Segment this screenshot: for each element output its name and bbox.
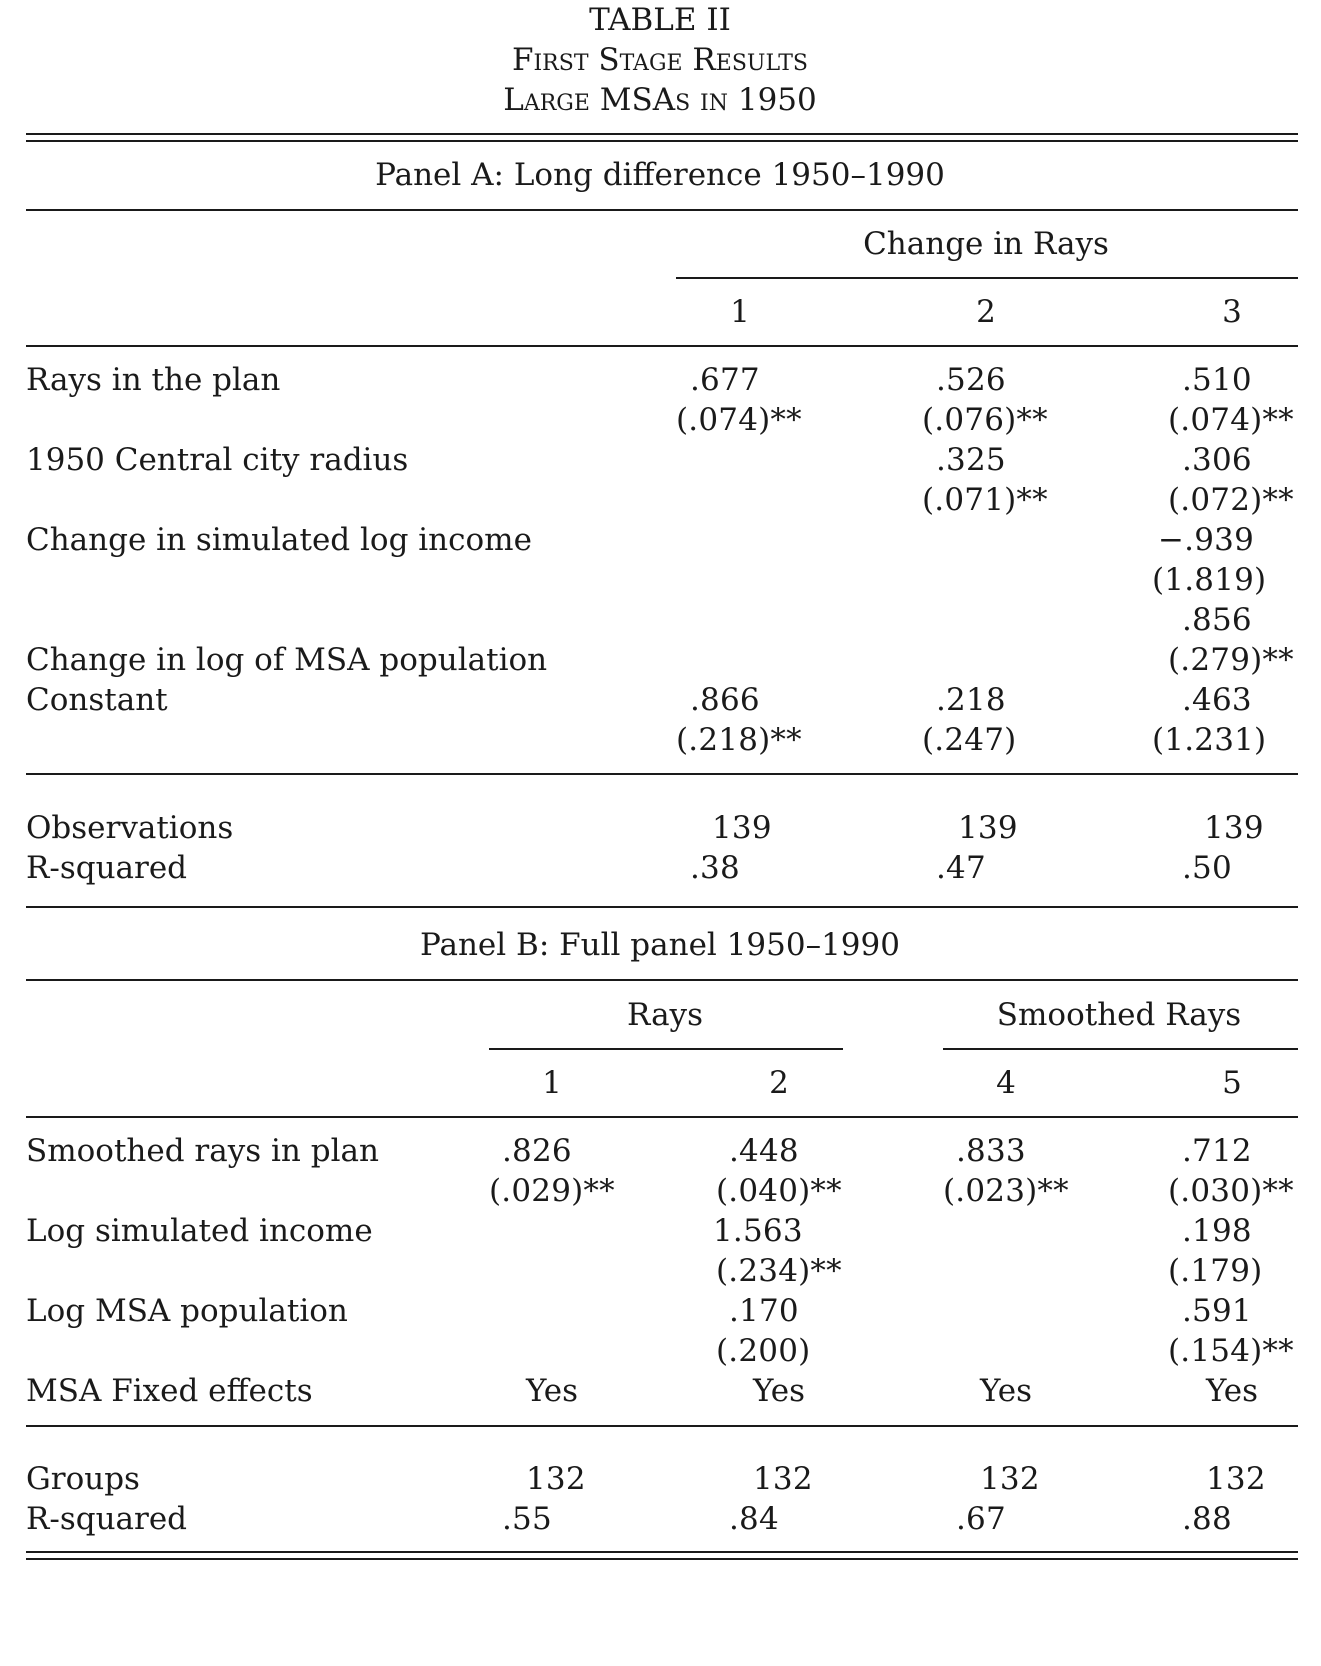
stat-cell: 139 — [712, 810, 772, 846]
top-rule-1 — [26, 133, 1298, 135]
panel-a-col-2: 2 — [976, 294, 996, 330]
panel-a-heading-rule — [26, 209, 1298, 211]
row-label: Constant — [26, 682, 168, 718]
row-label: Change in log of MSA population — [26, 642, 548, 678]
stat-cell: .67 — [956, 1501, 1006, 1537]
se-cell: (.074)** — [676, 402, 802, 438]
row-label: Log simulated income — [26, 1213, 373, 1249]
panel-a-header-rule — [26, 345, 1298, 347]
panel-b-group-smoothed: Smoothed Rays — [996, 997, 1242, 1033]
fixed-effects-cell: Yes — [752, 1373, 806, 1409]
stat-label: Groups — [26, 1461, 140, 1497]
stat-cell: .84 — [729, 1501, 779, 1537]
se-cell: (.234)** — [716, 1253, 842, 1289]
se-cell: (.218)** — [676, 722, 802, 758]
stat-label: R-squared — [26, 850, 188, 886]
stat-cell: 132 — [980, 1461, 1040, 1497]
coef-cell: .463 — [1182, 682, 1252, 718]
panel-a-heading: Panel A: Long difference 1950–1990 — [375, 157, 945, 193]
coef-cell: .712 — [1182, 1133, 1252, 1169]
panel-b-header-rule — [26, 1116, 1298, 1118]
se-cell: (.072)** — [1168, 482, 1294, 518]
bottom-rule-2 — [26, 1558, 1298, 1560]
stat-cell: .55 — [502, 1501, 552, 1537]
panel-b-col-2: 2 — [769, 1065, 789, 1101]
panel-b-group-rays: Rays — [627, 997, 703, 1033]
row-label: Smoothed rays in plan — [26, 1133, 379, 1169]
stat-cell: .88 — [1182, 1501, 1232, 1537]
stat-cell: .50 — [1182, 850, 1232, 886]
coef-cell: .170 — [729, 1293, 799, 1329]
fixed-effects-cell: Yes — [1205, 1373, 1259, 1409]
panel-a-col-1: 1 — [730, 294, 750, 330]
panel-a-group-rule — [676, 277, 1298, 279]
coef-cell: .866 — [690, 682, 760, 718]
stat-cell: 132 — [1206, 1461, 1266, 1497]
stat-cell: .47 — [936, 850, 986, 886]
stat-cell: 132 — [753, 1461, 813, 1497]
coef-cell: .856 — [1182, 602, 1252, 638]
panel-b-smoothed-rule — [943, 1048, 1298, 1050]
coef-cell: −.939 — [1158, 522, 1254, 558]
coef-cell: .591 — [1182, 1293, 1252, 1329]
coef-cell: .448 — [729, 1133, 799, 1169]
fixed-effects-cell: Yes — [979, 1373, 1033, 1409]
panel-b-rays-rule — [489, 1048, 843, 1050]
se-cell: (1.819) — [1152, 562, 1267, 598]
panel-b-body-rule — [26, 1425, 1298, 1427]
bottom-rule-1 — [26, 1551, 1298, 1553]
se-cell: (.071)** — [922, 482, 1048, 518]
se-cell: (.030)** — [1168, 1173, 1294, 1209]
coef-cell: .218 — [936, 682, 1006, 718]
stat-cell: .38 — [690, 850, 740, 886]
coef-cell: .833 — [956, 1133, 1026, 1169]
panel-b-col-4: 4 — [996, 1065, 1016, 1101]
panel-a-bottom-rule — [26, 906, 1298, 908]
stat-cell: 132 — [526, 1461, 586, 1497]
se-cell: (.076)** — [922, 402, 1048, 438]
row-label: MSA Fixed effects — [26, 1373, 313, 1409]
coef-cell: 1.563 — [713, 1213, 803, 1249]
coef-cell: .306 — [1182, 442, 1252, 478]
panel-a-col-3: 3 — [1222, 294, 1242, 330]
stat-label: R-squared — [26, 1501, 188, 1537]
coef-cell: .198 — [1182, 1213, 1252, 1249]
se-cell: (.200) — [716, 1333, 811, 1369]
se-cell: (1.231) — [1152, 722, 1267, 758]
coef-cell: .325 — [936, 442, 1006, 478]
row-label: Rays in the plan — [26, 362, 281, 398]
panel-a-body-rule — [26, 773, 1298, 775]
panel-b-heading: Panel B: Full panel 1950–1990 — [420, 927, 900, 963]
stat-cell: 139 — [1204, 810, 1264, 846]
coef-cell: .677 — [690, 362, 760, 398]
row-label: Log MSA population — [26, 1293, 348, 1329]
se-cell: (.247) — [922, 722, 1017, 758]
coef-cell: .826 — [502, 1133, 572, 1169]
fixed-effects-cell: Yes — [525, 1373, 579, 1409]
table-subtitle-2: Large MSAs in 1950 — [503, 82, 817, 118]
coef-cell: .510 — [1182, 362, 1252, 398]
se-cell: (.023)** — [943, 1173, 1069, 1209]
panel-b-heading-rule — [26, 979, 1298, 981]
table-subtitle-1: First Stage Results — [511, 42, 809, 78]
stat-cell: 139 — [958, 810, 1018, 846]
se-cell: (.154)** — [1168, 1333, 1294, 1369]
panel-b-col-5: 5 — [1222, 1065, 1242, 1101]
se-cell: (.029)** — [489, 1173, 615, 1209]
panel-a-group-header: Change in Rays — [863, 226, 1109, 262]
se-cell: (.179) — [1168, 1253, 1263, 1289]
se-cell: (.040)** — [716, 1173, 842, 1209]
se-cell: (.074)** — [1168, 402, 1294, 438]
top-rule-2 — [26, 140, 1298, 142]
coef-cell: .526 — [936, 362, 1006, 398]
row-label: 1950 Central city radius — [26, 442, 409, 478]
table-title: TABLE II — [589, 2, 731, 38]
se-cell: (.279)** — [1168, 642, 1294, 678]
row-label: Change in simulated log income — [26, 522, 532, 558]
stat-label: Observations — [26, 810, 234, 846]
panel-b-col-1: 1 — [542, 1065, 562, 1101]
